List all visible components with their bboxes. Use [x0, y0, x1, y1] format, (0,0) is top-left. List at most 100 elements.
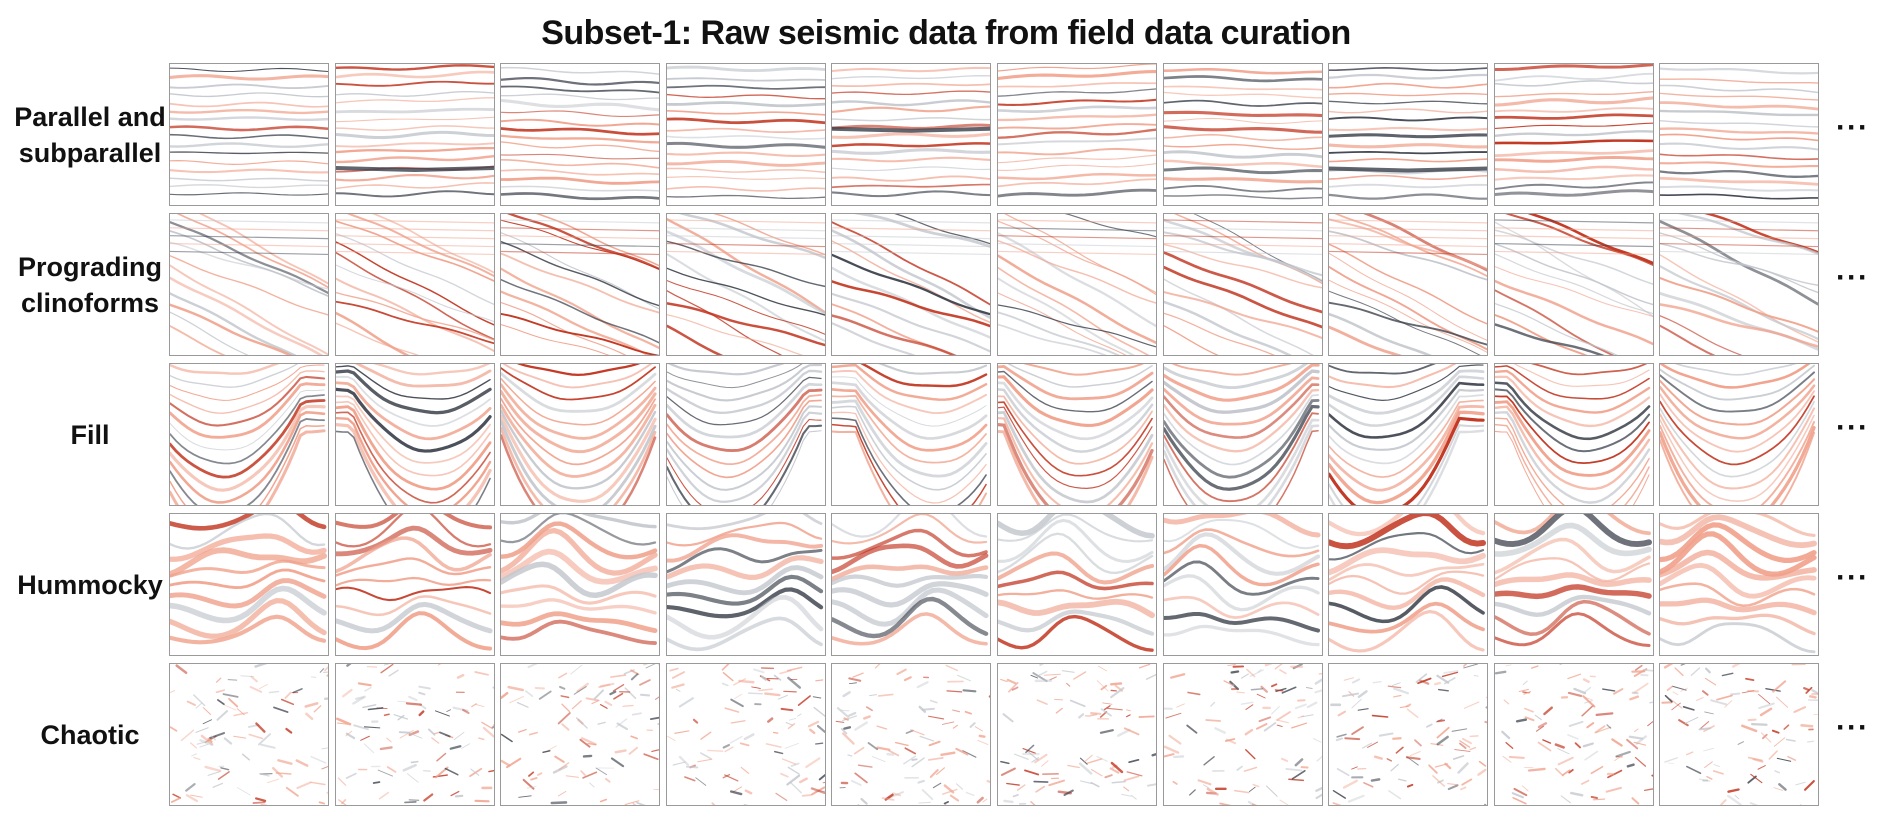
seismic-tile-parallel	[169, 63, 329, 206]
seismic-tile-fill	[831, 363, 991, 506]
seismic-tile-chaotic	[997, 663, 1157, 806]
more-indicator: ···	[1836, 261, 1869, 294]
more-indicator: ···	[1836, 711, 1869, 744]
seismic-tile-prograding	[169, 213, 329, 356]
seismic-section-image	[501, 214, 659, 355]
more-indicator: ···	[1836, 561, 1869, 594]
seismic-tile-prograding	[1328, 213, 1488, 356]
seismic-tile-prograding	[335, 213, 495, 356]
seismic-tile-fill	[997, 363, 1157, 506]
seismic-tile-chaotic	[1494, 663, 1654, 806]
more-indicator: ···	[1836, 111, 1869, 144]
seismic-tile-fill	[335, 363, 495, 506]
seismic-tile-hummocky	[666, 513, 826, 656]
seismic-tile-prograding	[1494, 213, 1654, 356]
seismic-tile-parallel	[1659, 63, 1819, 206]
seismic-tile-chaotic	[169, 663, 329, 806]
seismic-section-image	[1329, 66, 1487, 200]
seismic-section-image	[1660, 514, 1817, 654]
seismic-section-image	[1164, 514, 1321, 647]
seismic-section-image	[998, 364, 1154, 505]
seismic-section-image	[667, 65, 825, 200]
row-label-line: clinoforms	[20, 287, 159, 318]
seismic-tile-hummocky	[1494, 513, 1654, 656]
row-label-line: subparallel	[18, 137, 162, 168]
seismic-tile-chaotic	[335, 663, 495, 806]
seismic-tile-parallel	[1328, 63, 1488, 206]
seismic-section-image	[1329, 364, 1485, 505]
seismic-tile-hummocky	[997, 513, 1157, 656]
row-label-line: Hummocky	[17, 569, 163, 600]
seismic-section-image	[1661, 664, 1818, 805]
seismic-section-image	[832, 364, 988, 505]
seismic-section-image	[835, 664, 990, 805]
seismic-tile-parallel	[997, 63, 1157, 206]
seismic-tile-chaotic	[1163, 663, 1323, 806]
seismic-tile-prograding	[831, 213, 991, 356]
figure-title: Subset-1: Raw seismic data from field da…	[541, 14, 1351, 52]
seismic-section-image	[1660, 364, 1816, 505]
seismic-section-image	[1164, 364, 1320, 505]
seismic-tile-hummocky	[1163, 513, 1323, 656]
seismic-section-image	[832, 214, 990, 355]
seismic-tile-prograding	[997, 213, 1157, 356]
seismic-tile-fill	[666, 363, 826, 506]
seismic-section-image	[170, 67, 328, 196]
seismic-tile-fill	[169, 363, 329, 506]
seismic-section-image	[1330, 664, 1487, 805]
seismic-tile-hummocky	[500, 513, 660, 656]
row-label-line: Parallel and	[14, 101, 166, 132]
seismic-section-image	[336, 214, 494, 355]
seismic-tile-fill	[1494, 363, 1654, 506]
seismic-tile-prograding	[500, 213, 660, 356]
seismic-tile-chaotic	[1328, 663, 1488, 806]
seismic-tile-hummocky	[169, 513, 329, 656]
seismic-tile-hummocky	[831, 513, 991, 656]
row-label-line: Fill	[70, 419, 110, 450]
seismic-section-image	[1495, 64, 1653, 197]
seismic-tile-fill	[1328, 363, 1488, 506]
row-label-line: Chaotic	[40, 719, 140, 750]
seismic-section-image	[501, 514, 658, 645]
seismic-section-image	[336, 514, 493, 651]
seismic-section-image	[336, 364, 492, 505]
seismic-section-image	[832, 514, 989, 646]
seismic-section-image	[998, 514, 1155, 652]
seismic-tile-parallel	[1494, 63, 1654, 206]
row-label-hummocky: Hummocky	[8, 513, 172, 656]
seismic-section-image	[1329, 514, 1487, 653]
seismic-tile-hummocky	[1659, 513, 1819, 656]
seismic-section-image	[667, 364, 823, 505]
seismic-section-image	[1164, 214, 1322, 355]
seismic-section-image	[1660, 214, 1818, 355]
seismic-section-image	[170, 514, 327, 645]
seismic-tile-chaotic	[666, 663, 826, 806]
seismic-section-image	[1164, 664, 1322, 805]
seismic-section-image	[667, 664, 825, 805]
row-label-fill: Fill	[8, 363, 172, 506]
seismic-tile-parallel	[500, 63, 660, 206]
seismic-section-image	[501, 66, 659, 201]
seismic-tile-hummocky	[1328, 513, 1488, 656]
seismic-tile-parallel	[335, 63, 495, 206]
seismic-section-image	[170, 364, 326, 505]
seismic-tile-parallel	[831, 63, 991, 206]
seismic-section-image	[1660, 67, 1818, 200]
seismic-section-image	[336, 664, 494, 805]
seismic-section-image	[667, 214, 825, 355]
seismic-tile-prograding	[1163, 213, 1323, 356]
seismic-section-image	[667, 514, 824, 652]
row-label-parallel: Parallel and subparallel	[8, 63, 172, 206]
seismic-section-image	[501, 364, 657, 505]
seismic-section-image	[1495, 664, 1653, 805]
seismic-section-image	[170, 664, 328, 805]
seismic-tile-fill	[1659, 363, 1819, 506]
row-label-line: Prograding	[17, 251, 162, 282]
seismic-section-image	[170, 214, 328, 355]
seismic-section-image	[336, 64, 494, 198]
seismic-tile-chaotic	[1659, 663, 1819, 806]
seismic-section-image	[1495, 214, 1653, 355]
seismic-section-image	[1164, 68, 1322, 200]
seismic-tile-chaotic	[831, 663, 991, 806]
seismic-section-image	[998, 214, 1156, 355]
